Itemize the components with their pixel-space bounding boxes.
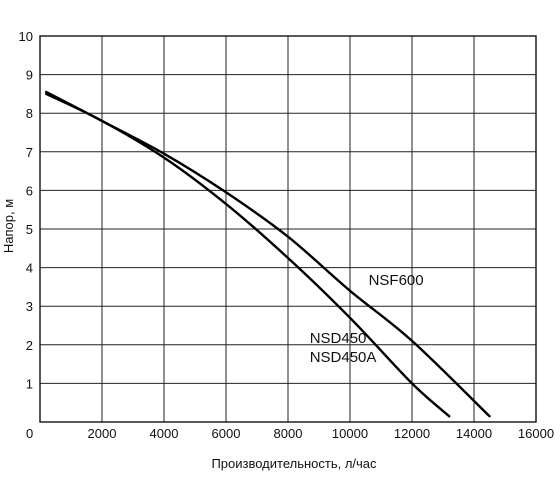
x-tick-label: 2000	[88, 426, 117, 441]
x-tick-label: 4000	[150, 426, 179, 441]
series-line-0	[45, 90, 491, 418]
y-tick-label: 2	[26, 338, 33, 353]
y-tick-label: 7	[26, 145, 33, 160]
y-tick-label: 3	[26, 299, 33, 314]
x-tick-label: 0	[26, 426, 33, 441]
y-axis-label: Напор, м	[1, 199, 16, 253]
series-lines	[45, 90, 491, 418]
series-label: NSF600	[369, 272, 424, 289]
y-tick-label: 5	[26, 222, 33, 237]
series-label: NSD450	[310, 330, 367, 347]
x-tick-labels: 0 2000 4000 6000 8000 10000 12000 14000 16000	[26, 426, 554, 441]
plot-frame	[39, 35, 537, 423]
series-line-1	[45, 92, 451, 418]
x-tick-label: 8000	[274, 426, 303, 441]
x-tick-label: 12000	[394, 426, 430, 441]
y-tick-labels: 1 2 3 4 5 6 7 8 9 10	[19, 29, 33, 391]
y-tick-label: 9	[26, 68, 33, 83]
x-tick-label: 6000	[212, 426, 241, 441]
y-tick-label: 4	[26, 261, 33, 276]
series-labels: NSF600 NSD450 NSD450A	[310, 272, 424, 366]
grid	[39, 35, 537, 423]
x-tick-label: 10000	[332, 426, 368, 441]
x-tick-label: 14000	[456, 426, 492, 441]
series-label: NSD450A	[310, 349, 377, 366]
y-tick-label: 1	[26, 376, 33, 391]
y-tick-label: 6	[26, 183, 33, 198]
y-tick-label: 10	[19, 29, 33, 44]
x-tick-label: 16000	[518, 426, 554, 441]
x-axis-label: Производительность, л/час	[211, 456, 377, 471]
y-tick-label: 8	[26, 106, 33, 121]
